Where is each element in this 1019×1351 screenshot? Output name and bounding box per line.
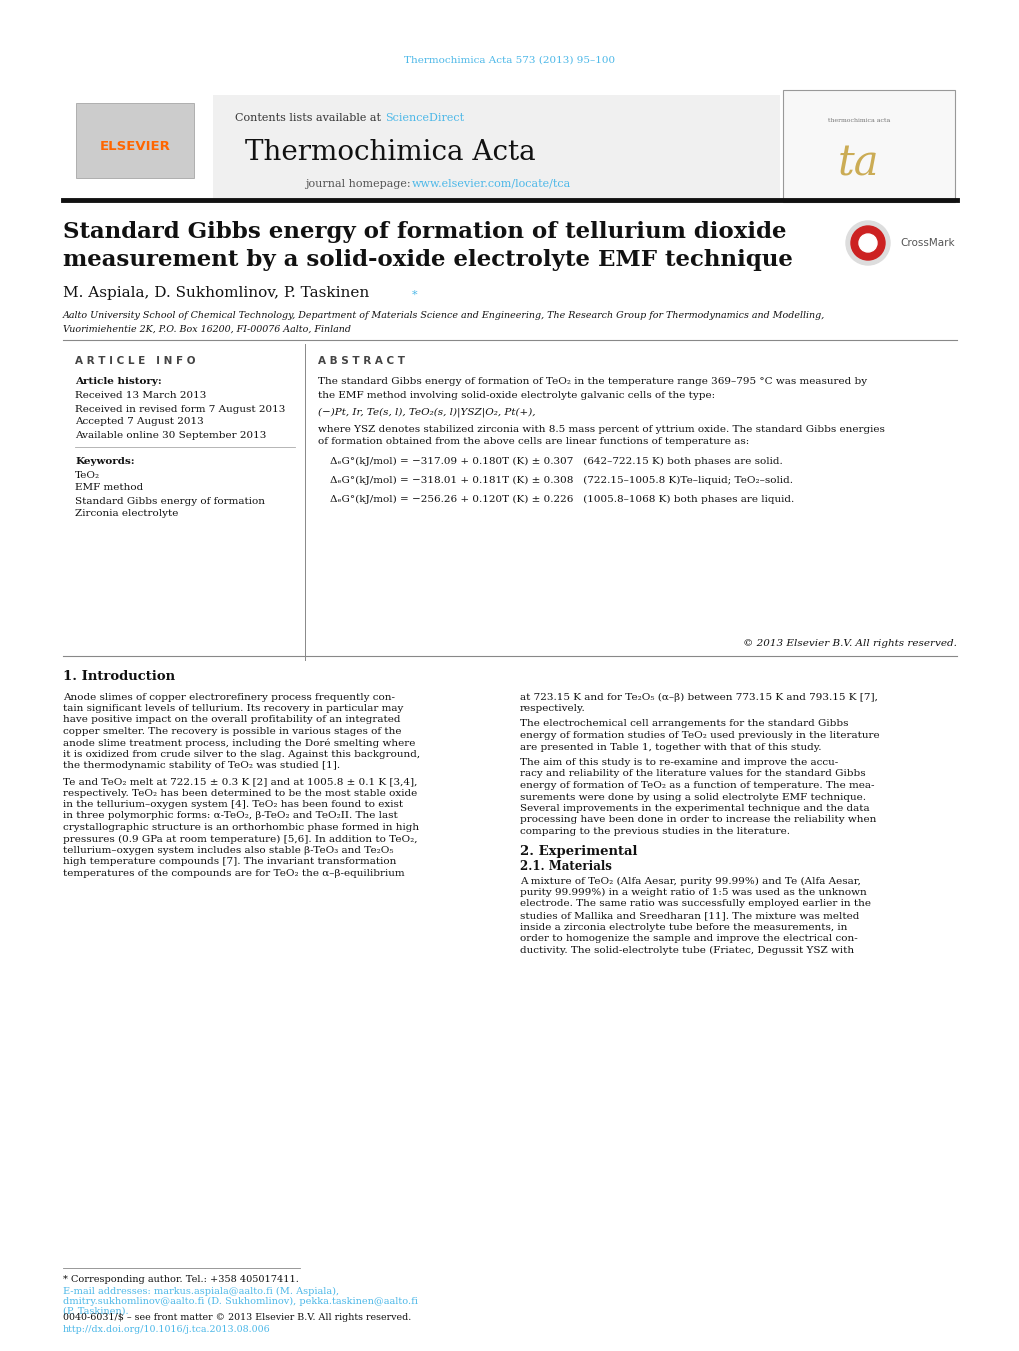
Text: 1. Introduction: 1. Introduction <box>63 670 175 684</box>
Text: *: * <box>412 290 417 300</box>
Bar <box>783 91 954 203</box>
Text: TeO₂: TeO₂ <box>75 470 100 480</box>
Text: respectively. TeO₂ has been determined to be the most stable oxide: respectively. TeO₂ has been determined t… <box>63 789 417 797</box>
Text: surements were done by using a solid electrolyte EMF technique.: surements were done by using a solid ele… <box>520 793 865 801</box>
Text: Several improvements in the experimental technique and the data: Several improvements in the experimental… <box>520 804 869 813</box>
Text: thermochimica acta: thermochimica acta <box>827 118 890 123</box>
Text: E-mail addresses: markus.aspiala@aalto.fi (M. Aspiala),: E-mail addresses: markus.aspiala@aalto.f… <box>63 1286 338 1296</box>
Text: purity 99.999%) in a weight ratio of 1:5 was used as the unknown: purity 99.999%) in a weight ratio of 1:5… <box>520 888 866 897</box>
Text: journal homepage:: journal homepage: <box>305 178 414 189</box>
Text: The electrochemical cell arrangements for the standard Gibbs: The electrochemical cell arrangements fo… <box>520 720 848 728</box>
Text: Aalto University School of Chemical Technology, Department of Materials Science : Aalto University School of Chemical Tech… <box>63 311 824 319</box>
Text: inside a zirconia electrolyte tube before the measurements, in: inside a zirconia electrolyte tube befor… <box>520 923 847 931</box>
Text: the EMF method involving solid-oxide electrolyte galvanic cells of the type:: the EMF method involving solid-oxide ele… <box>318 390 714 400</box>
Text: www.elsevier.com/locate/tca: www.elsevier.com/locate/tca <box>412 178 571 189</box>
Text: 2.1. Materials: 2.1. Materials <box>520 861 611 874</box>
Text: Standard Gibbs energy of formation: Standard Gibbs energy of formation <box>75 497 265 505</box>
Text: (−)Pt, Ir, Te(s, l), TeO₂(s, l)|YSZ|O₂, Pt(+),: (−)Pt, Ir, Te(s, l), TeO₂(s, l)|YSZ|O₂, … <box>318 407 535 417</box>
Text: anode slime treatment process, including the Doré smelting where: anode slime treatment process, including… <box>63 738 415 747</box>
Text: * Corresponding author. Tel.: +358 405017411.: * Corresponding author. Tel.: +358 40501… <box>63 1275 299 1285</box>
Text: Zirconia electrolyte: Zirconia electrolyte <box>75 509 178 519</box>
Text: M. Aspiala, D. Sukhomlinov, P. Taskinen: M. Aspiala, D. Sukhomlinov, P. Taskinen <box>63 286 369 300</box>
Text: order to homogenize the sample and improve the electrical con-: order to homogenize the sample and impro… <box>520 934 857 943</box>
Text: the thermodynamic stability of TeO₂ was studied [1].: the thermodynamic stability of TeO₂ was … <box>63 762 339 770</box>
Text: Contents lists available at: Contents lists available at <box>235 113 384 123</box>
Text: A B S T R A C T: A B S T R A C T <box>318 357 405 366</box>
Text: Article history:: Article history: <box>75 377 162 386</box>
Bar <box>63 95 780 200</box>
Text: of formation obtained from the above cells are linear functions of temperature a: of formation obtained from the above cel… <box>318 438 749 446</box>
Text: where YSZ denotes stabilized zirconia with 8.5 mass percent of yttrium oxide. Th: where YSZ denotes stabilized zirconia wi… <box>318 424 884 434</box>
Text: ta: ta <box>838 142 879 184</box>
Text: pressures (0.9 GPa at room temperature) [5,6]. In addition to TeO₂,: pressures (0.9 GPa at room temperature) … <box>63 835 417 843</box>
Circle shape <box>850 226 884 259</box>
Text: studies of Mallika and Sreedharan [11]. The mixture was melted: studies of Mallika and Sreedharan [11]. … <box>520 911 859 920</box>
Circle shape <box>845 222 890 265</box>
Circle shape <box>858 234 876 253</box>
Text: A R T I C L E   I N F O: A R T I C L E I N F O <box>75 357 196 366</box>
Text: http://dx.doi.org/10.1016/j.tca.2013.08.006: http://dx.doi.org/10.1016/j.tca.2013.08.… <box>63 1325 270 1335</box>
Text: at 723.15 K and for Te₂O₅ (α–β) between 773.15 K and 793.15 K [7],: at 723.15 K and for Te₂O₅ (α–β) between … <box>520 693 877 701</box>
Text: ΔₑG°(kJ/mol) = −256.26 + 0.120T (K) ± 0.226   (1005.8–1068 K) both phases are li: ΔₑG°(kJ/mol) = −256.26 + 0.120T (K) ± 0.… <box>330 494 794 504</box>
Text: are presented in Table 1, together with that of this study.: are presented in Table 1, together with … <box>520 743 820 751</box>
Text: Received in revised form 7 August 2013: Received in revised form 7 August 2013 <box>75 404 285 413</box>
Text: in three polymorphic forms: α-TeO₂, β-TeO₂ and TeO₂II. The last: in three polymorphic forms: α-TeO₂, β-Te… <box>63 812 397 820</box>
Text: tellurium–oxygen system includes also stable β-TeO₃ and Te₂O₅: tellurium–oxygen system includes also st… <box>63 846 393 855</box>
Text: CrossMark: CrossMark <box>899 238 954 249</box>
Text: Thermochimica Acta 573 (2013) 95–100: Thermochimica Acta 573 (2013) 95–100 <box>405 55 614 65</box>
Text: Keywords:: Keywords: <box>75 457 135 466</box>
Text: 0040-6031/$ – see front matter © 2013 Elsevier B.V. All rights reserved.: 0040-6031/$ – see front matter © 2013 El… <box>63 1313 411 1321</box>
Text: The aim of this study is to re-examine and improve the accu-: The aim of this study is to re-examine a… <box>520 758 838 767</box>
Text: high temperature compounds [7]. The invariant transformation: high temperature compounds [7]. The inva… <box>63 858 396 866</box>
Text: it is oxidized from crude silver to the slag. Against this background,: it is oxidized from crude silver to the … <box>63 750 420 759</box>
Text: 2. Experimental: 2. Experimental <box>520 844 637 858</box>
Text: Received 13 March 2013: Received 13 March 2013 <box>75 392 206 400</box>
Text: comparing to the previous studies in the literature.: comparing to the previous studies in the… <box>520 827 790 836</box>
Text: A mixture of TeO₂ (Alfa Aesar, purity 99.99%) and Te (Alfa Aesar,: A mixture of TeO₂ (Alfa Aesar, purity 99… <box>520 877 860 885</box>
Text: Thermochimica Acta: Thermochimica Acta <box>245 139 535 166</box>
Text: copper smelter. The recovery is possible in various stages of the: copper smelter. The recovery is possible… <box>63 727 401 736</box>
Text: temperatures of the compounds are for TeO₂ the α–β-equilibrium: temperatures of the compounds are for Te… <box>63 869 405 878</box>
Text: ScienceDirect: ScienceDirect <box>384 113 464 123</box>
Text: respectively.: respectively. <box>520 704 585 713</box>
Text: ductivity. The solid-electrolyte tube (Friatec, Degussit YSZ with: ductivity. The solid-electrolyte tube (F… <box>520 946 853 955</box>
Text: © 2013 Elsevier B.V. All rights reserved.: © 2013 Elsevier B.V. All rights reserved… <box>743 639 956 648</box>
Text: have positive impact on the overall profitability of an integrated: have positive impact on the overall prof… <box>63 716 400 724</box>
Text: energy of formation of TeO₂ as a function of temperature. The mea-: energy of formation of TeO₂ as a functio… <box>520 781 873 790</box>
Bar <box>76 103 194 178</box>
Text: measurement by a solid-oxide electrolyte EMF technique: measurement by a solid-oxide electrolyte… <box>63 249 792 272</box>
Text: Standard Gibbs energy of formation of tellurium dioxide: Standard Gibbs energy of formation of te… <box>63 222 786 243</box>
Text: Available online 30 September 2013: Available online 30 September 2013 <box>75 431 266 439</box>
Text: ΔₑG°(kJ/mol) = −318.01 + 0.181T (K) ± 0.308   (722.15–1005.8 K)Te–liquid; TeO₂–s: ΔₑG°(kJ/mol) = −318.01 + 0.181T (K) ± 0.… <box>330 476 792 485</box>
Text: in the tellurium–oxygen system [4]. TeO₂ has been found to exist: in the tellurium–oxygen system [4]. TeO₂… <box>63 800 403 809</box>
Text: Te and TeO₂ melt at 722.15 ± 0.3 K [2] and at 1005.8 ± 0.1 K [3,4],: Te and TeO₂ melt at 722.15 ± 0.3 K [2] a… <box>63 777 417 786</box>
Bar <box>63 95 213 200</box>
Text: tain significant levels of tellurium. Its recovery in particular may: tain significant levels of tellurium. It… <box>63 704 403 713</box>
Text: ELSEVIER: ELSEVIER <box>100 141 170 154</box>
Text: racy and reliability of the literature values for the standard Gibbs: racy and reliability of the literature v… <box>520 770 865 778</box>
Text: processing have been done in order to increase the reliability when: processing have been done in order to in… <box>520 816 875 824</box>
Text: EMF method: EMF method <box>75 484 143 493</box>
Text: crystallographic structure is an orthorhombic phase formed in high: crystallographic structure is an orthorh… <box>63 823 419 832</box>
Text: The standard Gibbs energy of formation of TeO₂ in the temperature range 369–795 : The standard Gibbs energy of formation o… <box>318 377 866 386</box>
Text: dmitry.sukhomlinov@aalto.fi (D. Sukhomlinov), pekka.taskinen@aalto.fi: dmitry.sukhomlinov@aalto.fi (D. Sukhomli… <box>63 1297 418 1305</box>
Text: energy of formation studies of TeO₂ used previously in the literature: energy of formation studies of TeO₂ used… <box>520 731 878 740</box>
Text: (P. Taskinen).: (P. Taskinen). <box>63 1306 128 1316</box>
Text: Accepted 7 August 2013: Accepted 7 August 2013 <box>75 417 204 427</box>
Text: Vuorimiehentie 2K, P.O. Box 16200, FI-00076 Aalto, Finland: Vuorimiehentie 2K, P.O. Box 16200, FI-00… <box>63 324 351 334</box>
Text: electrode. The same ratio was successfully employed earlier in the: electrode. The same ratio was successful… <box>520 900 870 908</box>
Text: Anode slimes of copper electrorefinery process frequently con-: Anode slimes of copper electrorefinery p… <box>63 693 394 701</box>
Text: ΔₑG°(kJ/mol) = −317.09 + 0.180T (K) ± 0.307   (642–722.15 K) both phases are sol: ΔₑG°(kJ/mol) = −317.09 + 0.180T (K) ± 0.… <box>330 457 782 466</box>
